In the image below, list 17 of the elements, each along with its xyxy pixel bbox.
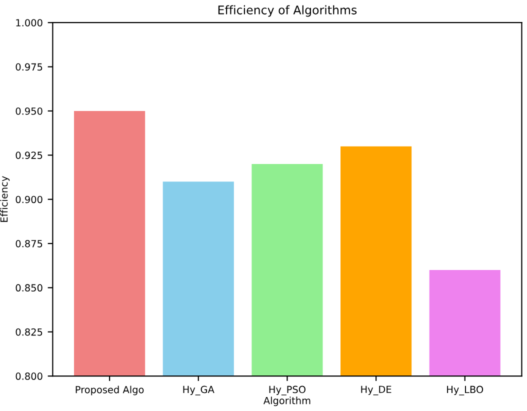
y-tick-label: 0.825 — [16, 328, 42, 336]
y-tick-label: 0.850 — [16, 284, 42, 292]
x-tick-label: Hy_GA — [183, 386, 214, 396]
chart-title: Efficiency of Algorithms — [218, 5, 357, 17]
x-tick-label: Hy_LBO — [447, 386, 484, 396]
y-tick-label: 0.800 — [16, 372, 42, 380]
y-tick-label: 0.900 — [16, 196, 42, 204]
y-tick-label: 0.975 — [16, 63, 42, 71]
y-axis-title: Efficiency — [0, 176, 10, 222]
x-axis-title: Algorithm — [263, 396, 310, 406]
x-tick-label: Proposed Algo — [76, 386, 144, 396]
y-tick-label: 0.875 — [16, 240, 42, 248]
x-tick-label: Hy_PSO — [269, 386, 306, 396]
x-tick-label: Hy_DE — [361, 386, 392, 396]
y-tick-label: 0.925 — [16, 152, 42, 159]
y-tick-label: 0.950 — [16, 107, 42, 115]
y-tick-label: 1.000 — [16, 19, 42, 26]
